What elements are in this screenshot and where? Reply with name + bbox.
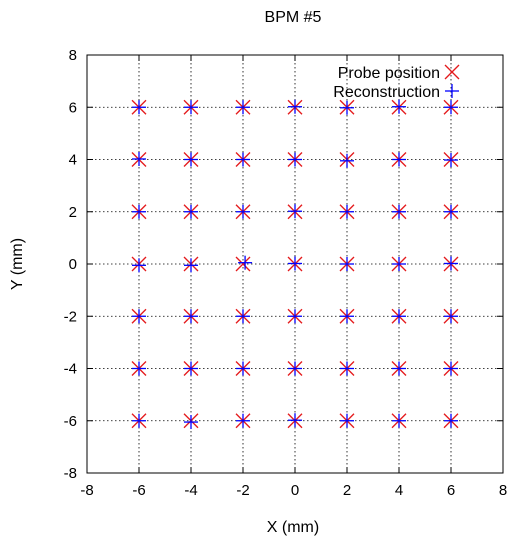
x-tick-label: 6 xyxy=(447,482,455,499)
reconstruction-point xyxy=(340,413,354,428)
reconstruction-point xyxy=(236,152,250,167)
reconstruction-point xyxy=(340,361,354,376)
y-axis-title: Y (mm) xyxy=(9,238,26,290)
x-tick-label: -8 xyxy=(80,482,93,499)
reconstruction-point xyxy=(340,204,354,219)
axis-ticks: -8 -6 -4 -2 0 2 4 6 8 -8 -6 -4 -2 0 2 4 6 8 xyxy=(64,47,508,499)
legend-label-probe-position: Probe position xyxy=(338,65,440,82)
reconstruction-point xyxy=(236,361,250,376)
probe-position-point xyxy=(235,256,251,272)
reconstruction-point xyxy=(392,309,406,324)
reconstruction-point xyxy=(392,361,406,376)
reconstruction-point xyxy=(132,204,146,219)
y-tick-label: 8 xyxy=(69,47,77,64)
reconstruction-point xyxy=(132,309,146,324)
reconstruction-point xyxy=(288,256,302,271)
reconstruction-point xyxy=(236,204,250,219)
x-axis-title: X (mm) xyxy=(267,519,319,536)
reconstruction-point xyxy=(288,204,302,219)
reconstruction-point xyxy=(288,152,302,167)
reconstruction-point xyxy=(236,100,250,115)
reconstruction-point xyxy=(132,100,146,115)
y-tick-label: 6 xyxy=(69,99,77,116)
reconstruction-point xyxy=(340,100,354,115)
reconstruction-point xyxy=(288,99,302,114)
x-tick-label: 0 xyxy=(291,482,299,499)
reconstruction-point xyxy=(288,361,302,376)
y-tick-label: -4 xyxy=(64,361,77,378)
y-tick-label: -8 xyxy=(64,465,77,482)
legend-marker-probe-position xyxy=(444,64,460,80)
y-tick-label: -2 xyxy=(64,308,77,325)
reconstruction-point xyxy=(444,413,458,428)
reconstruction-point xyxy=(444,153,458,168)
reconstruction-point xyxy=(444,256,458,271)
reconstruction-point xyxy=(236,309,250,324)
x-tick-label: -2 xyxy=(236,482,249,499)
reconstruction-point xyxy=(340,309,354,324)
reconstruction-point xyxy=(238,255,253,270)
reconstruction-point xyxy=(236,413,250,428)
x-tick-label: 4 xyxy=(395,482,403,499)
reconstruction-point xyxy=(340,153,354,168)
reconstruction-point xyxy=(444,361,458,376)
reconstruction-point xyxy=(184,309,198,324)
chart-title: BPM #5 xyxy=(265,9,322,26)
reconstruction-point xyxy=(444,309,458,324)
reconstruction-point xyxy=(288,309,302,324)
x-tick-label: 2 xyxy=(343,482,351,499)
reconstruction-point xyxy=(132,151,146,166)
reconstruction-point xyxy=(132,361,146,376)
x-tick-label: -6 xyxy=(132,482,145,499)
reconstruction-point xyxy=(184,361,198,376)
reconstruction-point xyxy=(288,413,302,428)
reconstruction-point xyxy=(444,100,458,115)
reconstruction-point xyxy=(444,204,458,219)
y-tick-label: 4 xyxy=(69,152,77,169)
legend: Probe position Reconstruction xyxy=(333,64,460,101)
legend-label-reconstruction: Reconstruction xyxy=(333,84,440,101)
reconstruction-point xyxy=(392,204,406,219)
data-points xyxy=(131,99,459,430)
reconstruction-point xyxy=(392,257,406,271)
y-tick-label: -6 xyxy=(64,413,77,430)
reconstruction-point xyxy=(184,100,198,115)
reconstruction-point xyxy=(392,99,406,114)
x-tick-label: -4 xyxy=(184,482,197,499)
reconstruction-point xyxy=(132,413,146,428)
y-tick-label: 0 xyxy=(69,256,77,273)
reconstruction-point xyxy=(340,257,354,271)
reconstruction-point xyxy=(132,258,146,273)
reconstruction-point xyxy=(184,415,198,430)
legend-marker-reconstruction xyxy=(445,84,459,98)
y-tick-label: 2 xyxy=(69,204,77,221)
reconstruction-point xyxy=(184,258,198,273)
reconstruction-point xyxy=(184,204,198,219)
reconstruction-point xyxy=(184,152,198,167)
x-tick-label: 8 xyxy=(499,482,507,499)
reconstruction-point xyxy=(392,152,406,167)
reconstruction-point xyxy=(392,413,406,428)
